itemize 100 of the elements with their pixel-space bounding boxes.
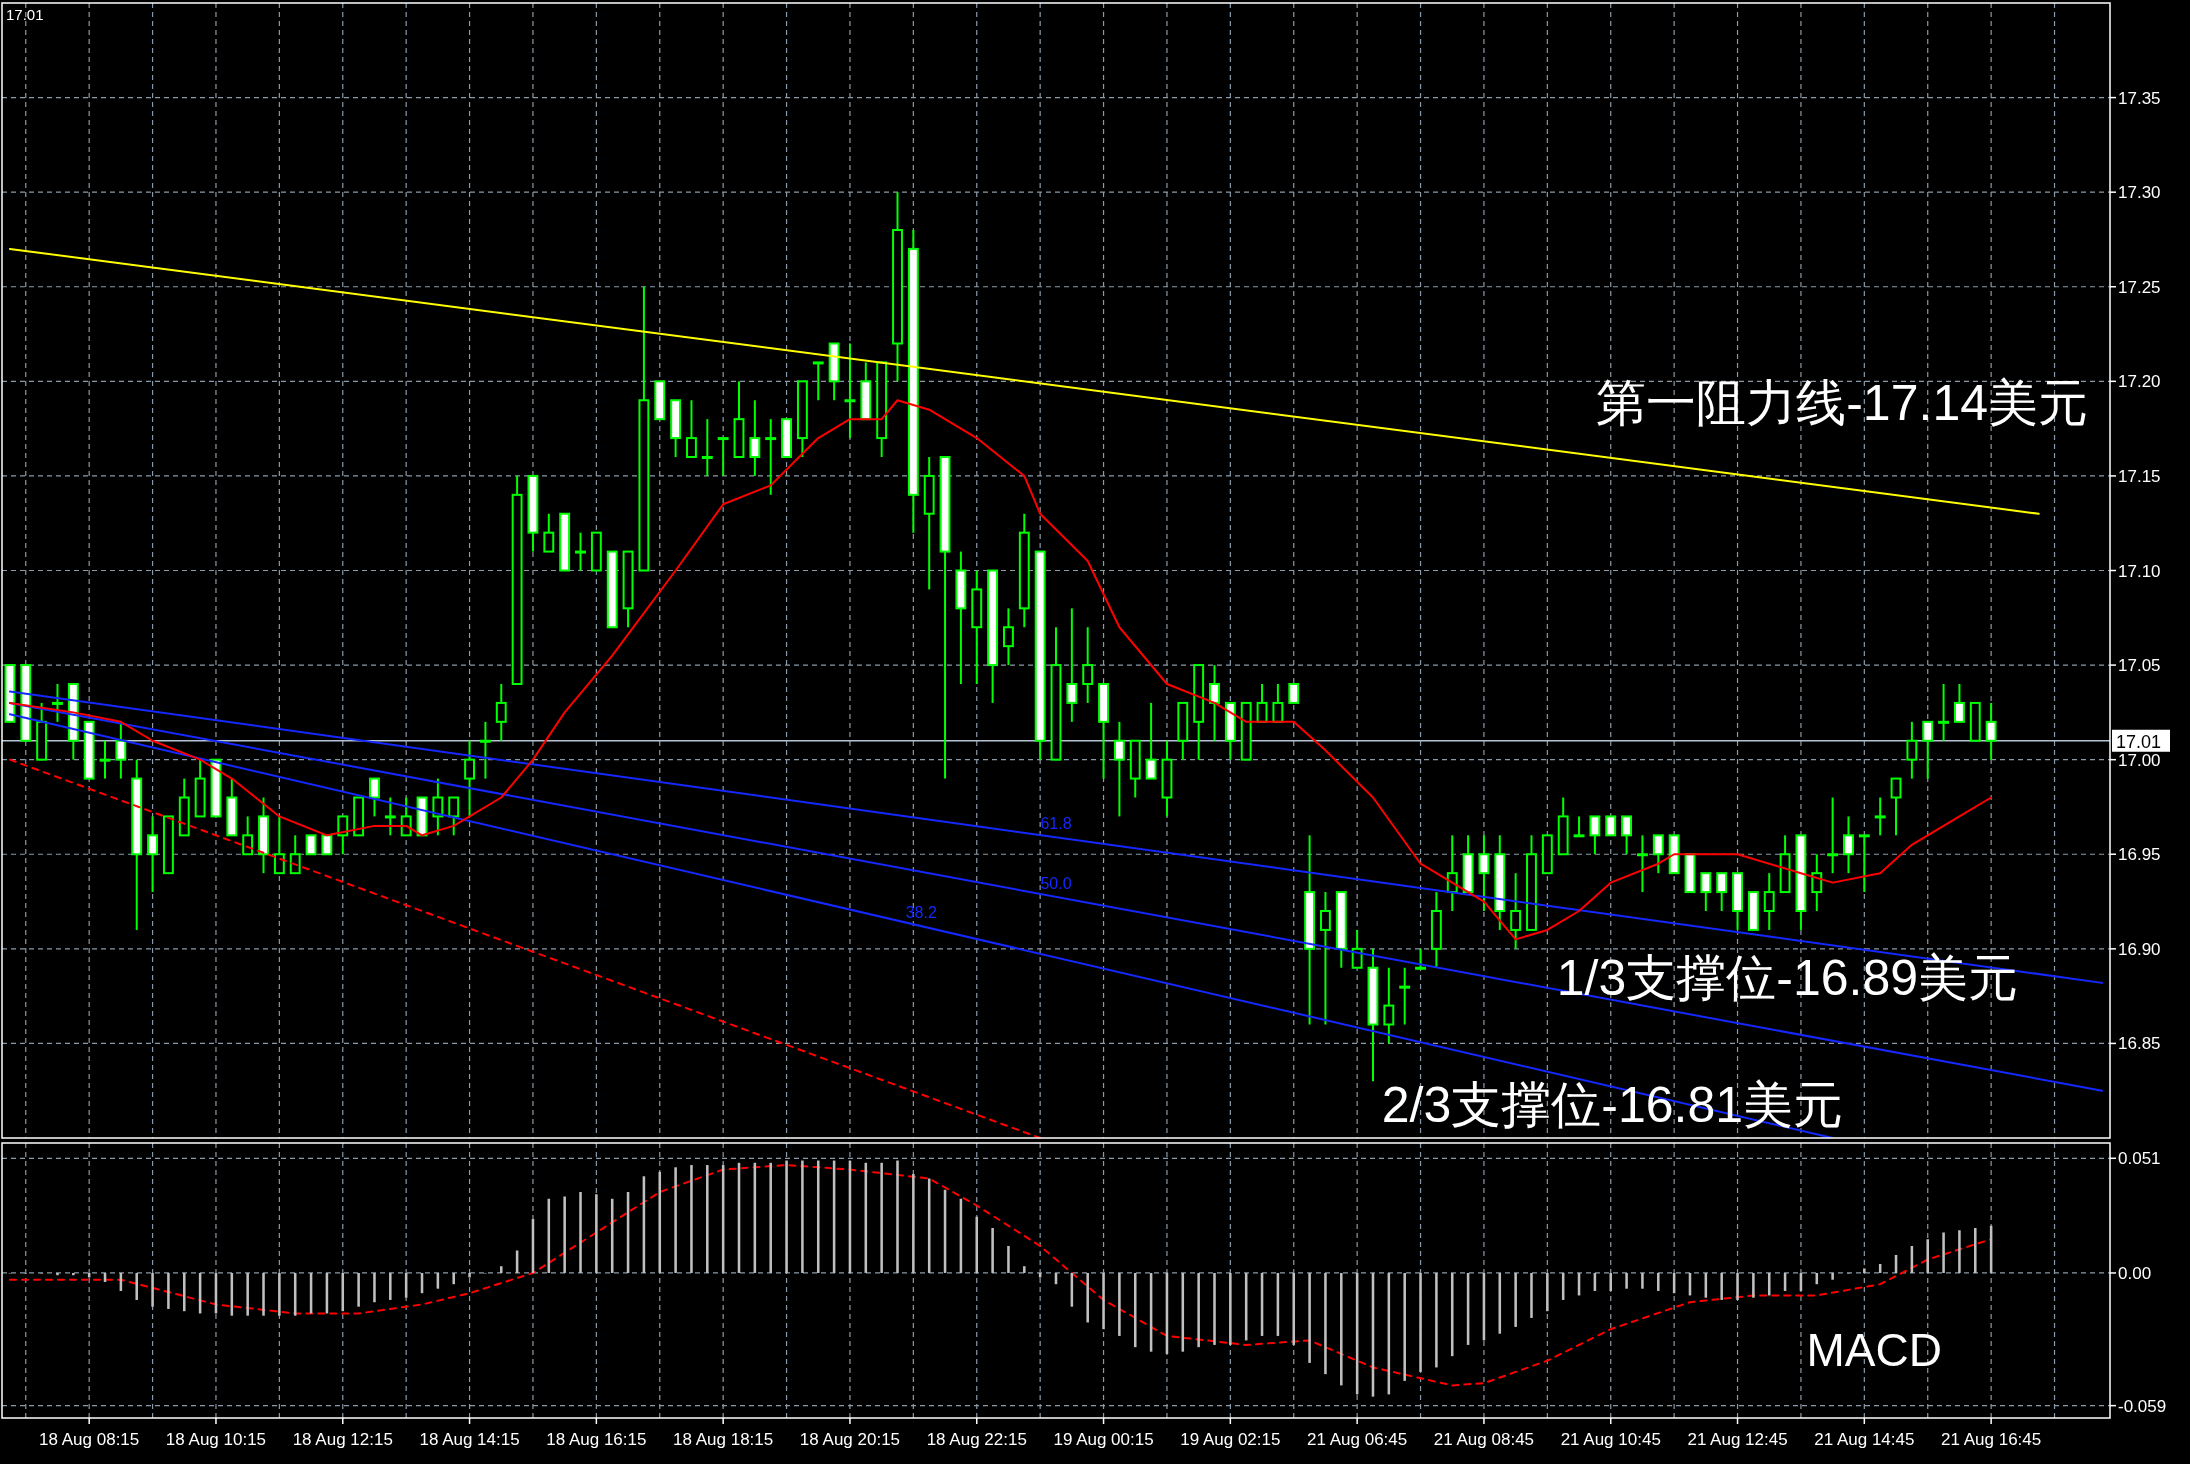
x-tick-label: 19 Aug 00:15 [1053, 1430, 1154, 1449]
candlestick [305, 834, 317, 856]
candlestick [1938, 683, 1950, 742]
x-tick-label: 18 Aug 22:15 [926, 1430, 1027, 1449]
bar [1641, 1272, 1644, 1289]
bar [183, 1272, 186, 1312]
x-tick-label: 21 Aug 12:45 [1687, 1430, 1788, 1449]
bar [357, 1272, 360, 1307]
candlestick [495, 683, 507, 742]
x-tick-label: 18 Aug 10:15 [165, 1430, 267, 1449]
candlestick [1621, 815, 1633, 856]
bar [1767, 1272, 1771, 1296]
bar [1403, 1272, 1406, 1381]
candlestick [464, 739, 475, 818]
candlestick [1082, 626, 1094, 704]
y-tick-label: 16.85 [2118, 1034, 2161, 1054]
bar [1974, 1228, 1977, 1273]
candlestick [1652, 834, 1664, 875]
candlestick [1003, 607, 1014, 667]
bar [1133, 1272, 1137, 1348]
bar [579, 1192, 582, 1273]
candlestick [844, 342, 856, 440]
candlestick [1573, 815, 1585, 838]
bar [389, 1272, 392, 1300]
y-tick-label: 17.35 [2118, 88, 2161, 108]
bar [1086, 1272, 1089, 1323]
candlestick [575, 531, 586, 572]
bar [1435, 1272, 1438, 1368]
candlestick [1874, 796, 1886, 837]
x-tick-label: 19 Aug 02:15 [1180, 1430, 1281, 1449]
candlestick [1066, 607, 1078, 723]
candlestick [1922, 720, 1934, 780]
bar [1625, 1272, 1628, 1289]
bar [500, 1266, 503, 1273]
y-tick-label: 0.051 [2118, 1149, 2161, 1169]
candlestick [812, 361, 824, 402]
candlestick [479, 720, 491, 780]
annotation: 1/3支撑位-16.89美元 [1556, 950, 2018, 1006]
y-tick-label: 17.00 [2118, 750, 2161, 770]
candlestick [1827, 796, 1839, 875]
candlestick [273, 815, 285, 875]
bar [1546, 1272, 1549, 1312]
bar [1213, 1272, 1216, 1345]
bar [816, 1160, 820, 1273]
bar [452, 1272, 455, 1285]
bar [658, 1171, 662, 1273]
bar [1324, 1272, 1327, 1375]
bar [1736, 1272, 1739, 1300]
y-tick-label: 17.10 [2118, 561, 2161, 581]
candlestick [384, 796, 396, 837]
x-tick-label: 18 Aug 14:15 [419, 1430, 520, 1449]
ref-line-label: 17.01 [2116, 731, 2162, 752]
y-tick-label: 17.15 [2118, 466, 2161, 486]
x-tick-label: 18 Aug 18:15 [673, 1430, 774, 1449]
candlestick [1320, 891, 1331, 1026]
candlestick [717, 437, 729, 477]
candlestick [1589, 815, 1601, 856]
bar [1118, 1272, 1121, 1336]
annotation: 第一阻力线-17.14美元 [1596, 375, 2088, 431]
y-tick-label: 16.95 [2118, 845, 2161, 865]
bar [72, 1272, 75, 1276]
candlestick [1843, 815, 1854, 875]
y-tick-label: -0.059 [2118, 1396, 2167, 1416]
bar [674, 1167, 677, 1273]
series-label: 50.0 [1040, 874, 1072, 892]
bar [1102, 1272, 1105, 1330]
bar [56, 1272, 59, 1276]
bar [1450, 1272, 1454, 1357]
candlestick [337, 815, 349, 856]
bar [769, 1162, 772, 1273]
bar [1292, 1272, 1296, 1345]
bar [595, 1194, 598, 1273]
bar [151, 1272, 154, 1307]
x-tick-label: 18 Aug 16:15 [546, 1430, 647, 1449]
bar [991, 1228, 994, 1273]
candlestick [1272, 683, 1284, 723]
candlestick [1351, 928, 1363, 969]
y-tick-label: 17.20 [2118, 372, 2161, 392]
y-tick-label: 17.05 [2118, 656, 2161, 676]
bar [785, 1160, 788, 1273]
y-tick-label: 17.30 [2118, 183, 2161, 203]
candlestick [1811, 853, 1823, 912]
candlestick [400, 796, 412, 837]
bar [1340, 1272, 1343, 1386]
candlestick [1890, 777, 1902, 837]
x-tick-label: 21 Aug 16:45 [1941, 1430, 2042, 1449]
candlestick [1510, 872, 1522, 950]
bar [373, 1272, 376, 1303]
bar [563, 1196, 566, 1273]
bar [706, 1165, 709, 1273]
annotation: 17.01 [6, 6, 44, 23]
candlestick [1383, 966, 1395, 1045]
bar [1657, 1272, 1660, 1291]
bar [167, 1272, 170, 1309]
bar [1308, 1272, 1311, 1363]
bar [1720, 1272, 1723, 1300]
bar [1958, 1230, 1961, 1273]
x-tick-label: 21 Aug 08:45 [1433, 1430, 1535, 1449]
bar [690, 1165, 693, 1273]
candlestick [448, 796, 460, 837]
